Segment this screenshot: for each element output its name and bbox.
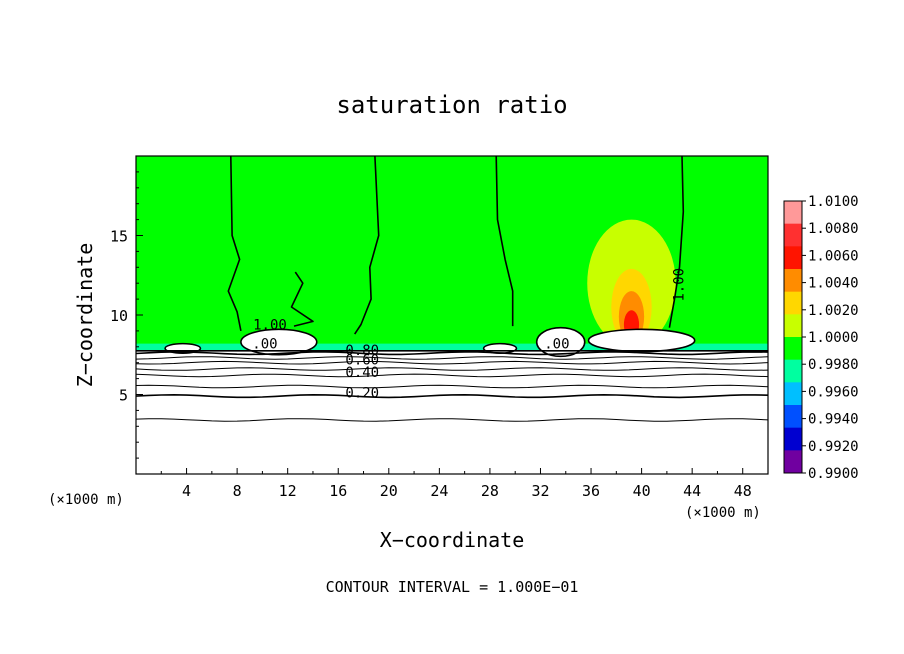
colorbar-swatch bbox=[784, 382, 802, 406]
colorbar-label: 0.9900 bbox=[808, 466, 859, 482]
contour-lines bbox=[136, 350, 768, 422]
white-blob bbox=[587, 328, 696, 353]
white-blobs bbox=[164, 326, 696, 358]
x-tick-label: 12 bbox=[279, 482, 297, 500]
x-tick-label: 20 bbox=[380, 482, 398, 500]
contour-line bbox=[136, 356, 768, 360]
colorbar-label: 0.9940 bbox=[808, 412, 859, 428]
x-tick-label: 48 bbox=[734, 482, 752, 500]
cloud-boundary bbox=[668, 156, 685, 328]
colorbar-swatch bbox=[784, 269, 802, 293]
colorbar-label: 1.0060 bbox=[808, 248, 859, 264]
contour-label: 0.20 bbox=[345, 386, 379, 402]
colorbar-label: 0.9920 bbox=[808, 439, 859, 455]
contour-label: 0.40 bbox=[345, 365, 379, 381]
cloud-boundary bbox=[290, 271, 314, 327]
colorbar-swatch bbox=[784, 450, 802, 474]
contour-line bbox=[136, 418, 768, 422]
contour-label: 0.60 bbox=[345, 352, 379, 368]
x-ticks: 4 8 12 16 20 24 28 32 36 40 44 48 bbox=[160, 468, 752, 500]
colorbar-label: 0.9980 bbox=[808, 357, 859, 373]
contour-label: .00 bbox=[544, 336, 569, 352]
colorbar-label: 0.9960 bbox=[808, 384, 859, 400]
subsaturated-layer bbox=[136, 350, 768, 474]
colorbar-swatch bbox=[784, 201, 802, 225]
x-axis-label: X−coordinate bbox=[380, 528, 525, 552]
contour-labels: 1.00 1.00 .00 .00 0.800.600.40 0.20 bbox=[252, 268, 687, 402]
x-unit-right: (×1000 m) bbox=[685, 505, 761, 521]
contour-label: 1.00 bbox=[671, 268, 687, 302]
chart-title: saturation ratio bbox=[336, 91, 567, 119]
colorbar-swatch bbox=[784, 427, 802, 451]
contour-line bbox=[136, 351, 768, 356]
plot-area: 1.00 1.00 .00 .00 0.800.600.40 0.20 bbox=[136, 156, 768, 474]
colorbar-label: 1.0000 bbox=[808, 330, 859, 346]
colorbar-label: 1.0080 bbox=[808, 221, 859, 237]
colorbar-swatch bbox=[784, 405, 802, 429]
contour-label: .00 bbox=[252, 336, 277, 352]
cloud-boundary bbox=[227, 156, 242, 332]
cloud-boundary bbox=[495, 156, 514, 327]
cloud-boundary bbox=[354, 156, 380, 335]
colorbar-label: 1.0040 bbox=[808, 276, 859, 292]
y-axis-label: Z−coordinate bbox=[73, 243, 97, 388]
x-tick-label: 24 bbox=[430, 482, 448, 500]
x-tick-label: 44 bbox=[683, 482, 701, 500]
x-tick-label: 8 bbox=[233, 482, 242, 500]
y-tick-label: 10 bbox=[110, 307, 128, 325]
colorbar: 1.0100 1.0080 1.0060 1.0040 1.0020 1.0000 0.99… bbox=[783, 194, 859, 482]
colorbar-swatch bbox=[784, 337, 802, 361]
x-tick-label: 36 bbox=[582, 482, 600, 500]
x-tick-label: 16 bbox=[329, 482, 347, 500]
colorbar-swatch bbox=[784, 359, 802, 383]
contour-interval: CONTOUR INTERVAL = 1.000E−01 bbox=[326, 578, 579, 596]
contour-label: 1.00 bbox=[253, 317, 287, 333]
contour-line bbox=[136, 360, 768, 365]
cloud-boundaries bbox=[227, 156, 685, 335]
colorbar-swatch bbox=[784, 291, 802, 315]
contour-line bbox=[136, 384, 768, 389]
x-tick-label: 40 bbox=[633, 482, 651, 500]
colorbar-swatch bbox=[784, 314, 802, 338]
contour-label: 0.80 bbox=[345, 343, 379, 359]
colored-spots bbox=[587, 219, 676, 347]
colorbar-label: 1.0020 bbox=[808, 303, 859, 319]
x-tick-label: 32 bbox=[531, 482, 549, 500]
colorbar-swatch bbox=[784, 223, 802, 247]
white-blob bbox=[240, 328, 318, 356]
y-ticks: 5 10 15 bbox=[110, 171, 143, 459]
y-tick-label: 15 bbox=[110, 228, 128, 246]
y-tick-label: 5 bbox=[119, 387, 128, 405]
x-tick-label: 28 bbox=[481, 482, 499, 500]
x-tick-label: 4 bbox=[182, 482, 191, 500]
colorbar-label: 1.0100 bbox=[808, 194, 859, 210]
contour-line bbox=[136, 393, 768, 399]
x-unit-left: (×1000 m) bbox=[48, 492, 124, 508]
white-blob bbox=[535, 326, 586, 358]
cyan-band bbox=[136, 343, 768, 351]
contour-line bbox=[136, 373, 768, 378]
contour-line bbox=[136, 367, 768, 371]
colorbar-swatch bbox=[784, 246, 802, 270]
